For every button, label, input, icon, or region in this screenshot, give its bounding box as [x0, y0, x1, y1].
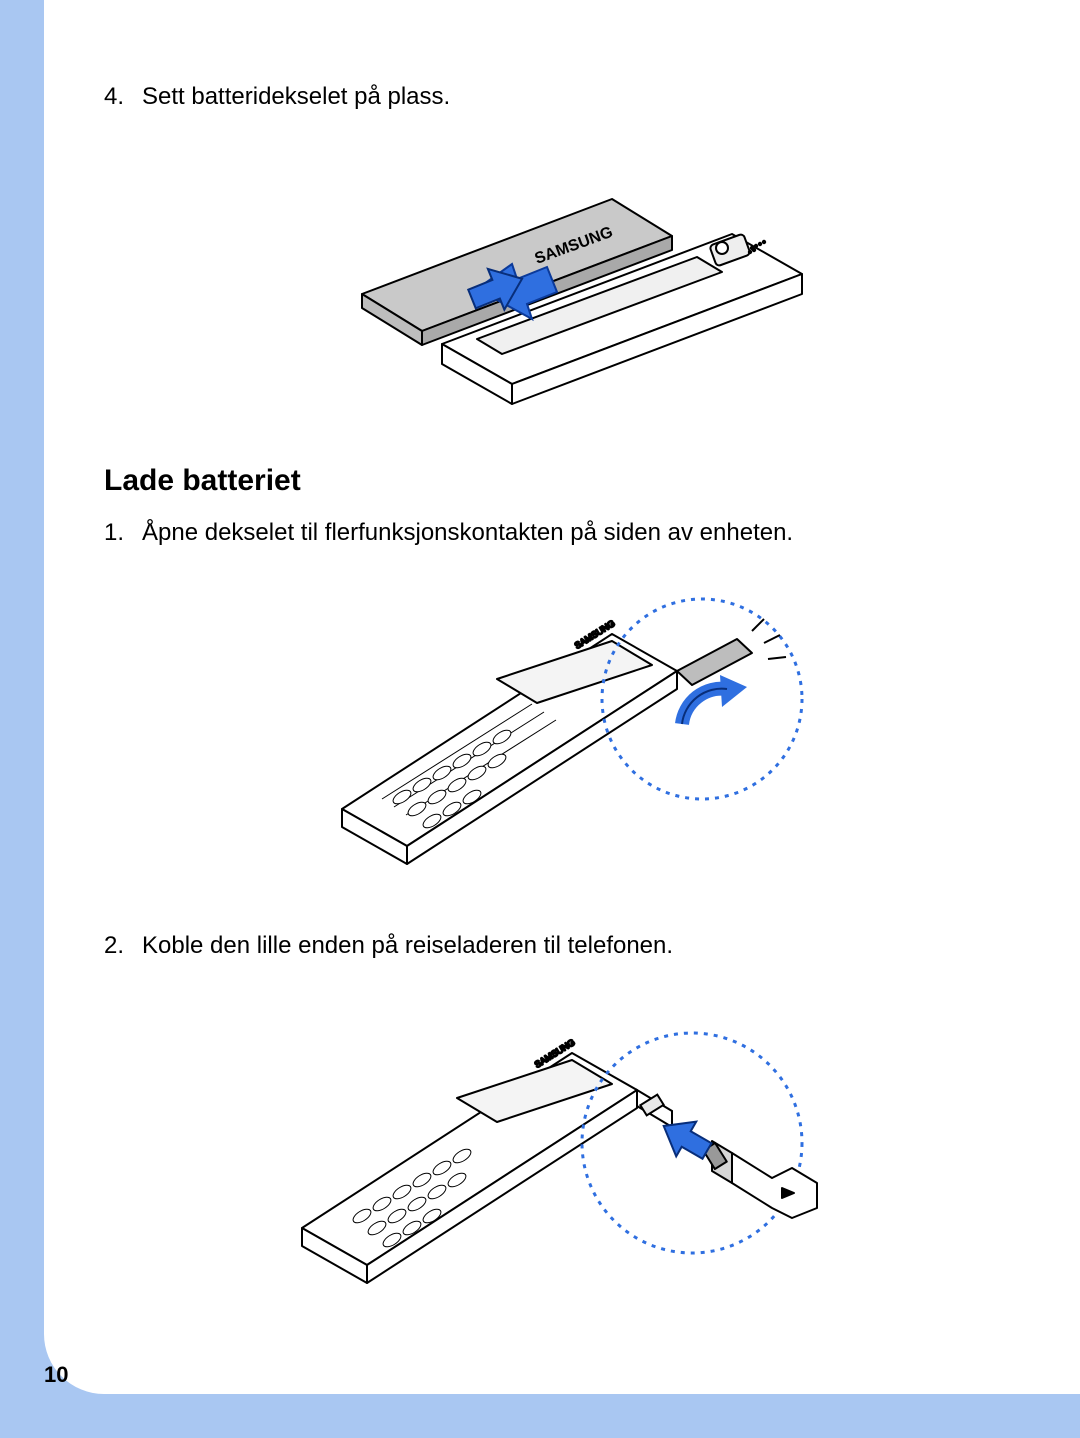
step-2: 2. Koble den lille enden på reiseladeren… — [104, 929, 1020, 963]
section-heading: Lade batteriet — [104, 464, 1020, 498]
step-4-text: Sett batteridekselet på plass. — [142, 80, 450, 114]
step-2-text: Koble den lille enden på reiseladeren ti… — [142, 929, 673, 963]
step-1-number: 1. — [104, 516, 132, 550]
step-4-number: 4. — [104, 80, 132, 114]
figure-connect-charger: SAMSUNG — [104, 993, 1020, 1303]
figure-battery-cover: SAMSUNG — [104, 144, 1020, 414]
step-4: 4. Sett batteridekselet på plass. — [104, 80, 1020, 114]
step-1: 1. Åpne dekselet til flerfunksjonskontak… — [104, 516, 1020, 550]
figure-open-cover: SAMSUNG — [104, 579, 1020, 879]
step-2-number: 2. — [104, 929, 132, 963]
open-cover-illustration-icon: SAMSUNG — [282, 579, 842, 879]
step-1-text: Åpne dekselet til flerfunksjonskontakten… — [142, 516, 793, 550]
connect-charger-illustration-icon: SAMSUNG — [262, 993, 862, 1303]
battery-cover-illustration-icon: SAMSUNG — [302, 144, 822, 414]
document-page: 4. Sett batteridekselet på plass. — [44, 0, 1080, 1394]
page-number: 10 — [44, 1362, 68, 1388]
